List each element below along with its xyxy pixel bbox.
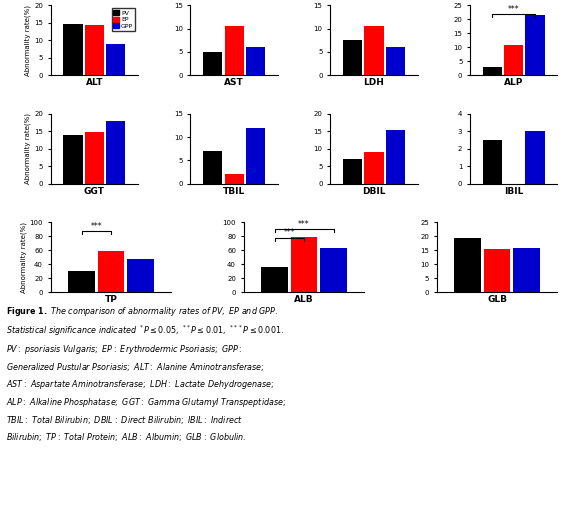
X-axis label: LDH: LDH <box>364 78 385 87</box>
Text: $\bf{Figure\ 1.}$ $\it{The\ comparison\ of\ abnormality\ rates\ of\ PV,\ EP\ and: $\bf{Figure\ 1.}$ $\it{The\ comparison\ … <box>6 305 285 443</box>
Bar <box>320 247 347 292</box>
Bar <box>246 47 265 75</box>
Bar <box>106 121 126 184</box>
Bar <box>203 151 222 184</box>
X-axis label: ALB: ALB <box>294 295 314 304</box>
Y-axis label: Abnormality rate(%): Abnormality rate(%) <box>25 113 32 184</box>
Bar <box>386 47 405 75</box>
Text: ***: *** <box>91 222 102 231</box>
Bar <box>343 159 362 184</box>
Bar <box>127 259 154 292</box>
X-axis label: AST: AST <box>224 78 244 87</box>
Bar <box>203 52 222 75</box>
Bar <box>64 25 83 75</box>
Bar <box>85 132 104 184</box>
Bar <box>454 238 481 292</box>
X-axis label: TP: TP <box>105 295 118 304</box>
X-axis label: TBIL: TBIL <box>223 186 245 196</box>
Y-axis label: Abnormality rate(%): Abnormality rate(%) <box>25 5 32 76</box>
Bar <box>513 247 540 292</box>
Text: ***: *** <box>508 5 520 14</box>
Bar <box>225 174 244 184</box>
Bar <box>386 129 405 184</box>
Bar <box>85 25 104 75</box>
X-axis label: DBIL: DBIL <box>362 186 386 196</box>
Bar <box>484 249 510 292</box>
Text: ***: *** <box>283 228 295 237</box>
Bar <box>246 128 265 184</box>
Bar <box>98 251 124 292</box>
Y-axis label: Abnormality rate(%): Abnormality rate(%) <box>20 222 27 293</box>
Legend: PV, EP, GPP: PV, EP, GPP <box>111 8 135 31</box>
Bar <box>106 44 126 75</box>
Text: ***: *** <box>298 220 310 229</box>
Bar <box>68 271 95 292</box>
X-axis label: GGT: GGT <box>84 186 105 196</box>
Bar <box>504 45 523 75</box>
X-axis label: ALP: ALP <box>504 78 524 87</box>
Bar <box>482 140 502 184</box>
Bar <box>343 40 362 75</box>
X-axis label: IBIL: IBIL <box>504 186 524 196</box>
Bar <box>364 26 383 75</box>
Bar <box>291 237 318 292</box>
X-axis label: GLB: GLB <box>487 295 507 304</box>
Bar <box>225 26 244 75</box>
Bar <box>64 135 83 184</box>
X-axis label: ALT: ALT <box>86 78 103 87</box>
Bar <box>525 15 544 75</box>
Bar <box>482 67 502 75</box>
Bar <box>261 267 288 292</box>
Bar <box>525 131 544 184</box>
Bar <box>364 152 383 184</box>
